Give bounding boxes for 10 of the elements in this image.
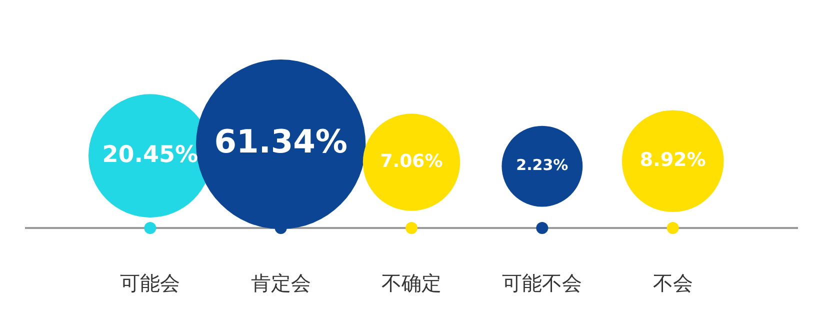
category-label: 可能不会 bbox=[502, 271, 582, 296]
data-label: 61.34% bbox=[214, 122, 348, 161]
category-label: 肯定会 bbox=[250, 271, 311, 296]
category-label: 不会 bbox=[652, 271, 693, 296]
data-label: 2.23% bbox=[516, 156, 568, 174]
data-label: 7.06% bbox=[380, 150, 443, 172]
category-label: 可能会 bbox=[120, 271, 180, 296]
data-label: 20.45% bbox=[102, 142, 198, 168]
data-label: 8.92% bbox=[640, 149, 706, 172]
category-label: 不确定 bbox=[382, 271, 442, 296]
